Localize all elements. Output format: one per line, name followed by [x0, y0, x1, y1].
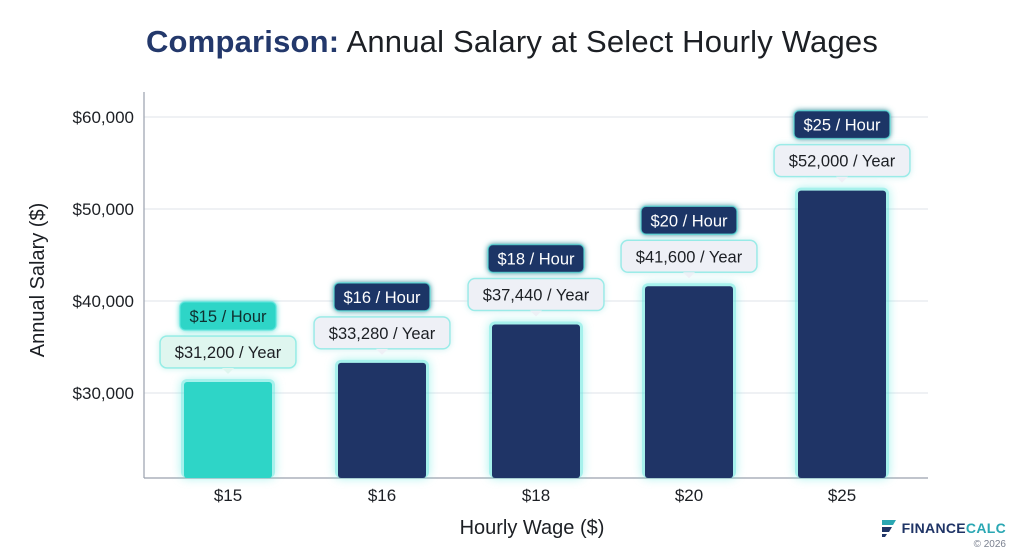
rate-label-bg	[179, 301, 277, 331]
value-label-pointer	[836, 176, 848, 183]
value-label: $31,200 / Year	[175, 344, 282, 362]
financecalc-logo-icon	[881, 520, 896, 537]
rate-label-bg	[333, 282, 431, 312]
bars	[181, 187, 889, 478]
rate-label: $25 / Hour	[803, 117, 881, 135]
y-axis-title: Annual Salary ($)	[27, 203, 49, 358]
x-tick-label: $15	[214, 486, 242, 505]
x-tick-label: $18	[522, 486, 550, 505]
x-tick-label: $25	[828, 486, 856, 505]
value-label-pointer	[376, 348, 388, 355]
bar-label-group: $41,600 / Year $20 / Hour	[620, 205, 758, 279]
y-tick-label: $30,000	[73, 384, 134, 403]
axes: $30,000 $40,000 $50,000 $60,000 $15 $16 $18 $20…	[73, 92, 928, 505]
x-tick-label: $20	[675, 486, 703, 505]
bar-label-group: $37,440 / Year $18 / Hour	[467, 243, 605, 317]
y-tick-label: $50,000	[73, 200, 134, 219]
rate-label-bg	[793, 109, 891, 140]
value-label: $52,000 / Year	[789, 153, 896, 171]
rate-label-bg	[640, 205, 738, 236]
bar	[184, 381, 272, 478]
chart-title-main: Annual Salary at Select Hourly Wages	[346, 24, 879, 59]
rate-label: $18 / Hour	[497, 251, 575, 269]
bar-label-group: $31,200 / Year $15 / Hour	[159, 301, 297, 374]
bar-group	[642, 283, 736, 478]
brand-name-calc: CALC	[965, 520, 1006, 536]
chart-title-prefix: Comparison:	[145, 24, 340, 59]
bar-labels: $31,200 / Year $15 / Hour $33,280 / Year $1…	[159, 109, 911, 374]
bar-label-group: $52,000 / Year $25 / Hour	[773, 109, 911, 183]
copyright-text: © 2026	[973, 539, 1006, 550]
brand-name: FINANCECALC	[902, 520, 1006, 536]
bar	[798, 190, 886, 478]
value-label-pointer	[530, 310, 542, 317]
bar	[492, 324, 580, 478]
value-label-pointer	[683, 272, 695, 279]
rate-label: $16 / Hour	[343, 289, 421, 307]
brand-name-finance: FINANCE	[901, 520, 966, 536]
value-label-pointer	[222, 367, 234, 374]
bar-group	[489, 321, 583, 478]
chart-title: Comparison: Annual Salary at Select Hour…	[0, 24, 1024, 60]
rate-label: $20 / Hour	[650, 212, 728, 230]
value-label: $33,280 / Year	[329, 325, 436, 343]
rate-label: $15 / Hour	[189, 308, 267, 326]
x-axis-title: Hourly Wage ($)	[460, 517, 605, 539]
y-tick-label: $60,000	[73, 108, 134, 127]
x-tick-label: $16	[368, 486, 396, 505]
bar-group	[335, 359, 429, 478]
bar	[338, 362, 426, 478]
bar-label-group: $33,280 / Year $16 / Hour	[313, 282, 451, 355]
brand-mark: FINANCECALC © 2026	[880, 518, 1006, 550]
bar-group	[181, 378, 275, 478]
value-label: $37,440 / Year	[483, 287, 590, 305]
y-tick-label: $40,000	[73, 292, 134, 311]
bar-group	[795, 187, 889, 478]
rate-label-bg	[487, 243, 585, 274]
value-label: $41,600 / Year	[636, 248, 743, 266]
bar	[645, 286, 733, 478]
